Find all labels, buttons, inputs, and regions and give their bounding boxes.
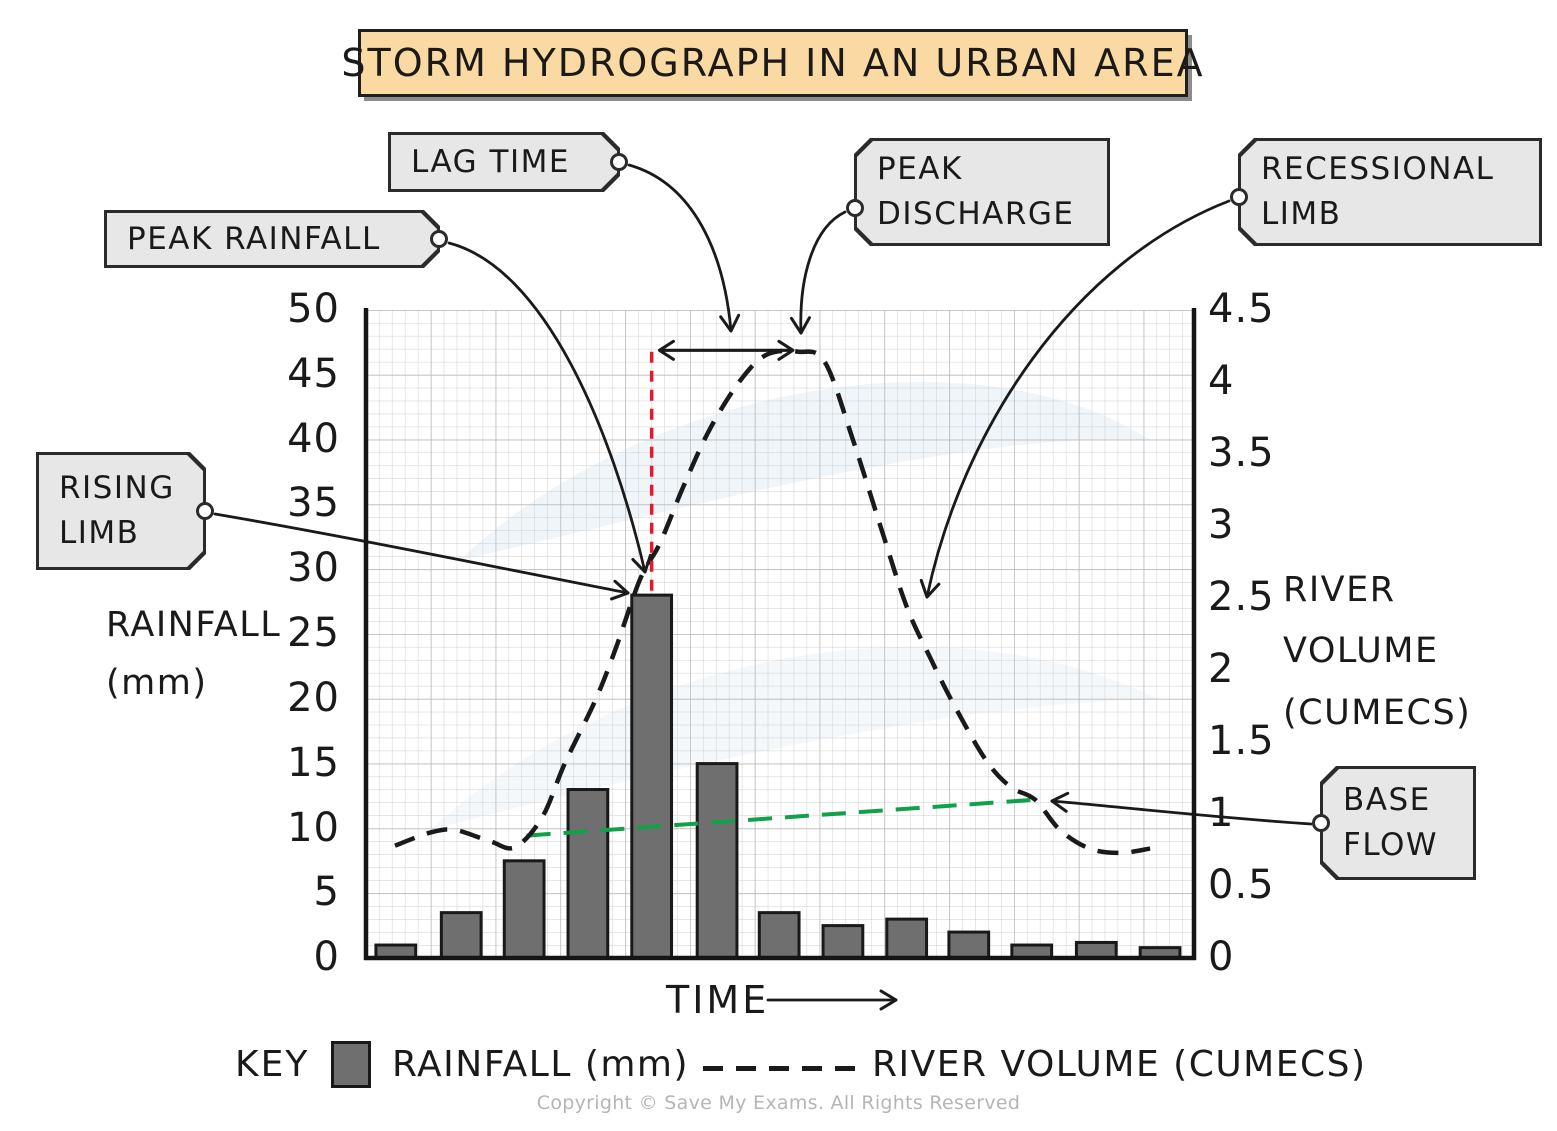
tag-peak-discharge-label-line1: PEAK xyxy=(877,151,963,188)
left-axis-tick: 50 xyxy=(287,286,340,333)
right-axis-tick: 3.5 xyxy=(1208,430,1275,477)
left-axis-title-line2: (mm) xyxy=(106,662,208,703)
left-axis-tick: 25 xyxy=(287,610,340,657)
tag-recessional-limb: RECESSIONAL LIMB xyxy=(1230,138,1542,246)
lag-time-arrow xyxy=(657,339,795,361)
right-axis-title-line2: VOLUME xyxy=(1283,631,1439,672)
tag-rising-limb: RISING LIMB xyxy=(36,452,214,570)
left-axis-tick: 15 xyxy=(287,740,340,787)
tag-base-flow-label-line2: FLOW xyxy=(1343,827,1439,863)
right-axis-tick: 0 xyxy=(1208,934,1235,981)
right-axis-title-line1: RIVER xyxy=(1283,570,1396,610)
right-axis-tick: 0.5 xyxy=(1208,862,1275,909)
tag-ring-icon xyxy=(1312,814,1330,832)
tag-peak-discharge: PEAK DISCHARGE xyxy=(846,138,1110,246)
tag-ring-icon xyxy=(1230,188,1248,207)
left-axis-tick: 40 xyxy=(287,416,340,463)
tag-rising-limb-label-line1: RISING xyxy=(59,470,175,507)
tag-ring-icon xyxy=(430,230,448,248)
rising-limb-connector-arrow xyxy=(213,512,630,601)
tag-base-flow: BASE FLOW xyxy=(1312,766,1476,880)
base-flow-connector-arrow xyxy=(1050,791,1313,826)
recessional-limb-connector-arrow xyxy=(919,199,1231,599)
right-axis-tick: 2.5 xyxy=(1208,574,1275,621)
left-axis-tick: 20 xyxy=(287,675,340,722)
grid-major xyxy=(366,310,1194,958)
tag-rising-limb-label-line2: LIMB xyxy=(59,515,140,551)
rainfall-bars xyxy=(374,593,1182,960)
left-axis-tick: 35 xyxy=(287,480,340,527)
tag-lag-time-label: LAG TIME xyxy=(411,143,570,180)
left-axis-tick: 0 xyxy=(313,934,340,981)
key-river-label: RIVER VOLUME (CUMECS) xyxy=(872,1044,1367,1085)
left-axis-tick: 45 xyxy=(287,351,340,398)
axis-lines xyxy=(363,308,1197,961)
key-rainfall-swatch xyxy=(331,1041,371,1088)
tag-peak-rainfall: PEAK RAINFALL xyxy=(104,210,448,268)
peak-rainfall-connector-arrow xyxy=(447,241,652,574)
right-axis-tick: 4.5 xyxy=(1208,286,1275,333)
tag-ring-icon xyxy=(846,199,864,218)
base-flow-line xyxy=(526,797,1037,838)
left-axis-title-line1: RAINFALL xyxy=(106,605,282,645)
right-axis-tick: 4 xyxy=(1208,358,1235,405)
left-axis-tick: 10 xyxy=(287,805,340,852)
right-axis-tick: 1.5 xyxy=(1208,718,1275,765)
copyright-text: Copyright © Save My Exams. All Rights Re… xyxy=(536,1092,1021,1114)
left-axis-tick: 5 xyxy=(313,869,340,916)
tag-peak-rainfall-label: PEAK RAINFALL xyxy=(127,220,381,257)
left-axis-tick: 30 xyxy=(287,545,340,592)
chart-title: STORM HYDROGRAPH IN AN URBAN AREA xyxy=(341,29,1203,97)
river-volume-curve xyxy=(394,348,1151,856)
chart-title-text: STORM HYDROGRAPH IN AN URBAN AREA xyxy=(341,41,1205,85)
lag-time-connector-arrow xyxy=(627,163,741,333)
right-axis-title: RIVER VOLUME (CUMECS) xyxy=(1283,560,1471,744)
key-river-dash-sample xyxy=(703,1066,855,1071)
right-axis-tick: 2 xyxy=(1208,646,1235,693)
tag-peak-discharge-label-line2: DISCHARGE xyxy=(877,196,1075,232)
tag-ring-icon xyxy=(196,502,214,520)
right-axis-title-line3: (CUMECS) xyxy=(1283,692,1472,733)
x-axis-title: TIME xyxy=(666,978,770,1022)
peak-discharge-connector-arrow xyxy=(789,210,847,335)
right-axis-tick: 3 xyxy=(1208,502,1235,549)
key-rainfall-label: RAINFALL (mm) xyxy=(392,1044,690,1085)
tag-base-flow-label-line1: BASE xyxy=(1343,782,1431,819)
left-axis-title: RAINFALL (mm) xyxy=(106,597,281,713)
tag-recessional-limb-label-line1: RECESSIONAL xyxy=(1261,151,1495,188)
tag-ring-icon xyxy=(610,153,628,171)
tag-recessional-limb-label-line2: LIMB xyxy=(1261,196,1342,232)
key-label: KEY xyxy=(235,1044,310,1085)
tag-lag-time: LAG TIME xyxy=(388,132,628,192)
right-axis-tick: 1 xyxy=(1208,790,1235,837)
annotation-arrows xyxy=(213,163,1313,1011)
